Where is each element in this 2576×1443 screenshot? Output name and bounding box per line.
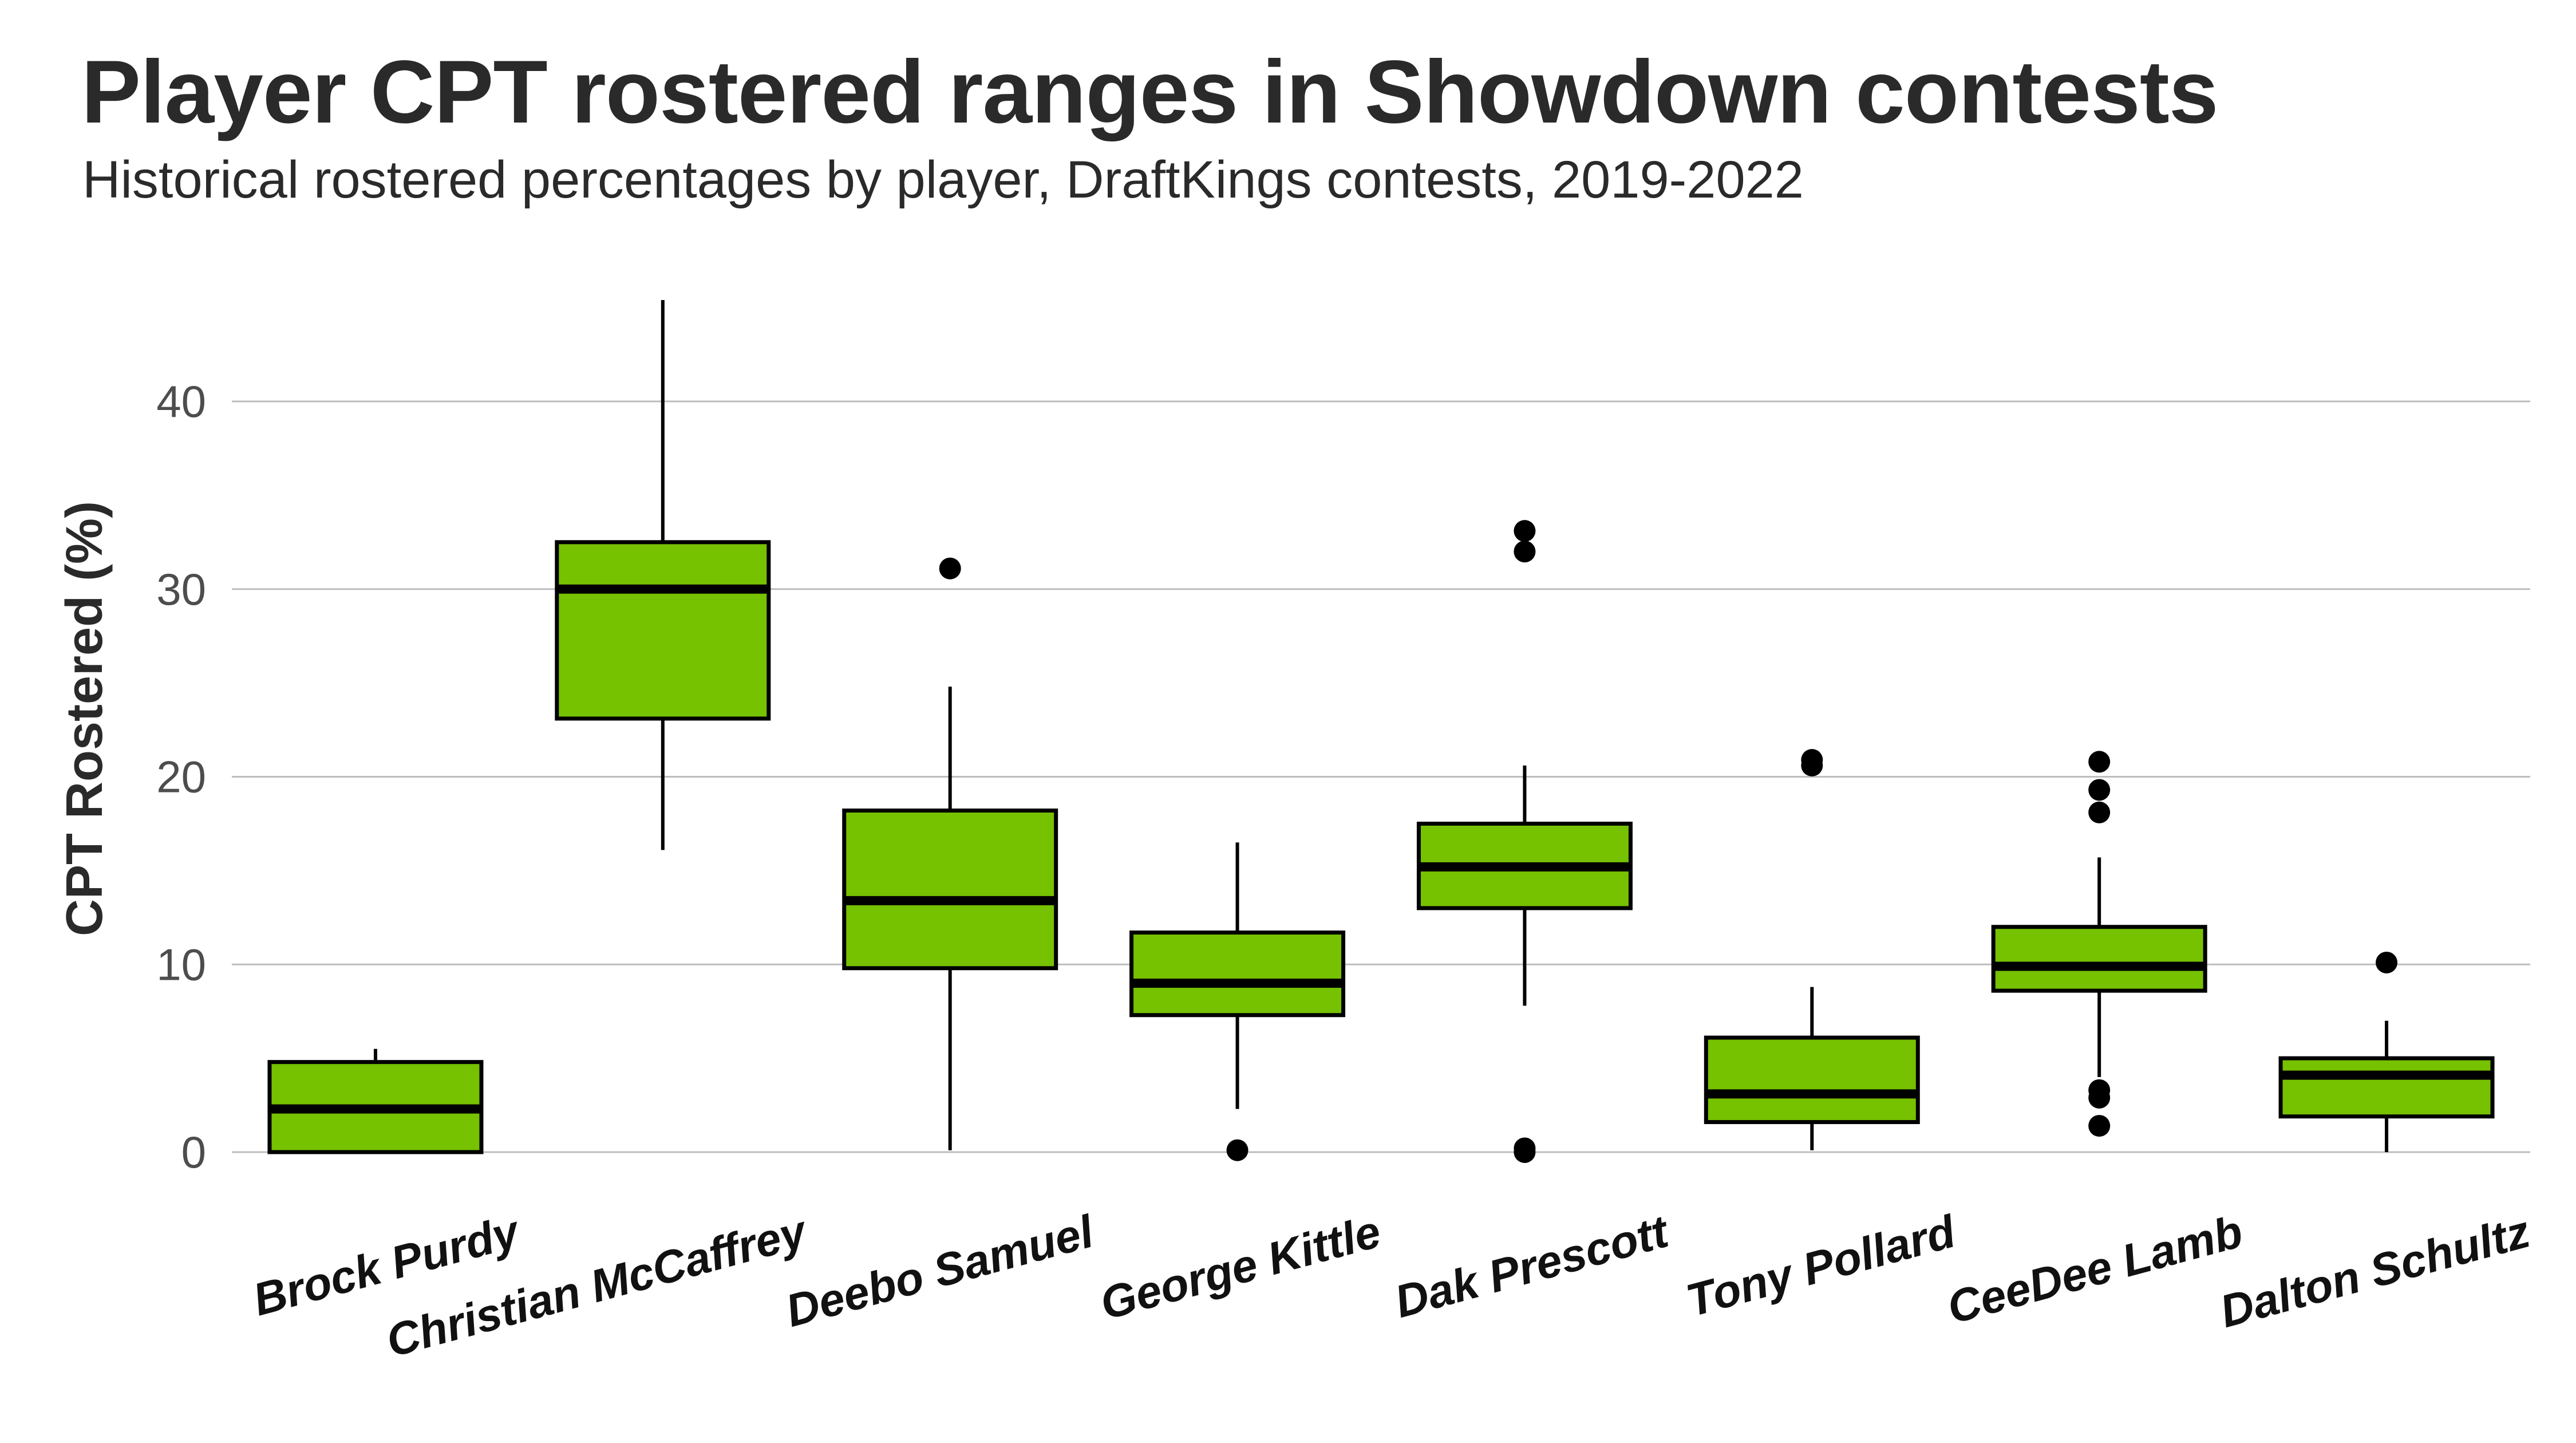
box-group — [2278, 951, 2495, 1152]
outlier-point — [2088, 801, 2111, 823]
x-tick-label: Deebo Samuel — [781, 1205, 1100, 1336]
y-tick-label: 10 — [156, 939, 206, 989]
x-tick-label: CeeDee Lamb — [1942, 1205, 2247, 1333]
gridlines — [232, 400, 2530, 1153]
outlier-point — [939, 557, 961, 579]
outlier-point — [2088, 1086, 2111, 1109]
chart-subtitle: Historical rostered percentages by playe… — [82, 151, 1804, 209]
x-tick-label: Dalton Schultz — [2215, 1205, 2535, 1337]
x-tick-label: Tony Pollard — [1681, 1205, 1962, 1326]
box-group — [1129, 842, 1346, 1161]
box-iqr — [1704, 1035, 1920, 1125]
box-iqr — [555, 540, 771, 721]
box-iqr — [842, 808, 1058, 971]
x-tick-label: George Kittle — [1095, 1205, 1386, 1329]
outlier-point — [1514, 1141, 1536, 1163]
box-iqr — [1991, 925, 2207, 993]
chart-title: Player CPT rostered ranges in Showdown c… — [81, 42, 2219, 142]
box-group — [267, 1048, 484, 1154]
outlier-point — [1226, 1139, 1249, 1161]
outlier-point — [2088, 1115, 2111, 1137]
box-iqr — [2278, 1056, 2495, 1119]
x-tick-label: Dak Prescott — [1389, 1205, 1675, 1327]
outlier-point — [1801, 754, 1823, 776]
outlier-point — [2376, 951, 2398, 973]
box-group — [1416, 520, 1633, 1163]
outlier-point — [2088, 751, 2111, 773]
y-tick-label: 0 — [181, 1127, 206, 1177]
box-group — [555, 300, 771, 850]
outlier-point — [2088, 779, 2111, 801]
box-iqr — [1129, 931, 1346, 1018]
box-group — [1991, 751, 2207, 1137]
boxes — [267, 300, 2495, 1163]
y-tick-label: 40 — [156, 376, 206, 427]
y-axis-label: CPT Rostered (%) — [56, 501, 113, 936]
y-axis-ticks: 0 10 20 30 40 — [156, 376, 206, 1177]
y-tick-label: 30 — [156, 564, 206, 614]
outlier-point — [1514, 520, 1536, 542]
y-tick-label: 20 — [156, 752, 206, 802]
outlier-point — [1514, 541, 1536, 563]
box-group — [1704, 749, 1920, 1150]
box-group — [842, 557, 1058, 1150]
